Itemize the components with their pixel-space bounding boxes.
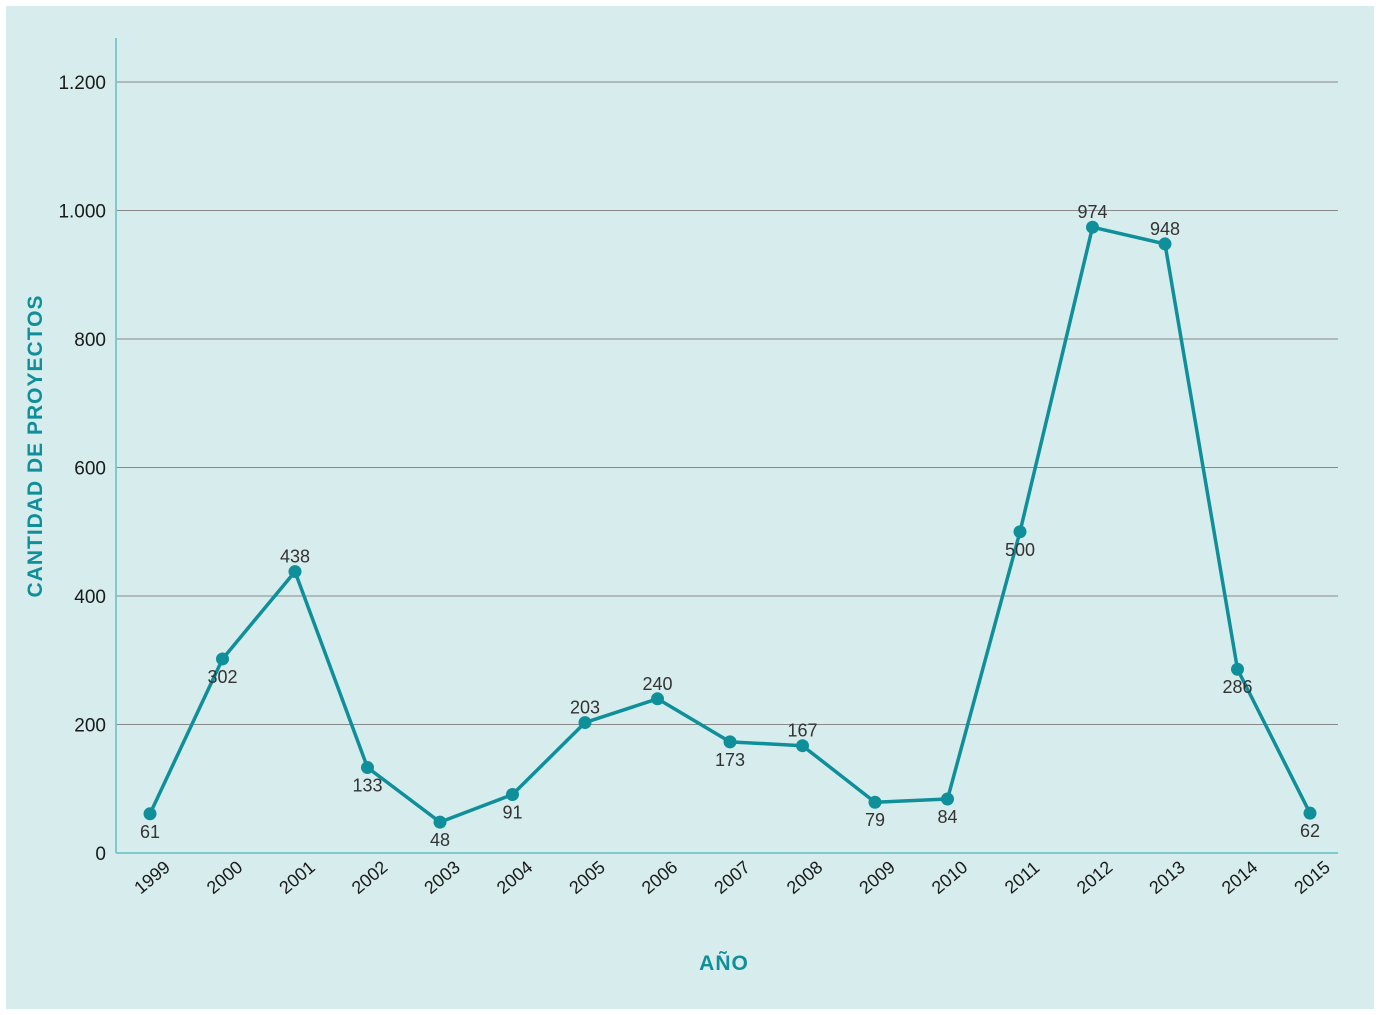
y-tick-label: 0 [95,844,106,865]
data-point [1158,237,1172,251]
data-point [216,652,229,666]
data-label: 203 [570,698,600,718]
x-tick-label: 2002 [348,857,392,898]
x-tick-label: 2006 [638,857,682,898]
data-point [1303,806,1317,820]
data-label: 84 [937,807,957,827]
data-point [433,815,447,829]
grid-lines [116,81,1338,725]
data-label: 61 [140,822,160,842]
x-tick-label: 2015 [1290,857,1334,898]
y-tick-label: 800 [74,330,106,351]
series-line [148,225,1312,824]
x-tick-label: 1999 [130,857,174,898]
x-tick-label: 2003 [420,857,464,898]
data-point [941,792,954,806]
data-point [361,761,374,775]
y-tick-label: 400 [74,587,106,608]
data-label: 286 [1222,677,1252,697]
y-tick-label: 200 [74,716,106,737]
data-label: 48 [430,830,450,850]
data-point [651,692,664,706]
data-label: 240 [642,674,672,694]
y-tick-label: 600 [74,459,106,480]
x-tick-label: 2014 [1218,857,1262,898]
data-point [796,739,809,753]
data-point [723,735,737,749]
data-label: 62 [1300,821,1320,841]
series-polyline [148,225,1312,824]
x-tick-label: 2010 [928,857,972,898]
data-label: 302 [207,667,237,687]
x-tick-label: 2007 [710,857,754,898]
x-tick-label: 2012 [1073,857,1117,898]
data-label: 438 [280,547,310,567]
data-point [1013,525,1027,539]
y-axis-title: CANTIDAD DE PROYECTOS [24,295,47,598]
y-tick-labels: 0 200 400 600 800 1.000 1.200 [58,73,106,865]
data-label: 500 [1005,540,1035,560]
data-point [868,795,882,809]
x-tick-label: 2004 [493,857,537,898]
x-axis-title: AÑO [699,952,749,975]
x-tick-label: 2013 [1145,857,1189,898]
axes [115,38,1338,854]
x-tick-label: 2001 [275,857,319,898]
chart-panel [6,6,1374,1009]
data-label: 79 [865,810,885,830]
data-point [578,716,592,730]
data-point [1086,220,1099,234]
x-tick-label: 2011 [1001,857,1044,897]
data-point [1231,662,1244,676]
x-tick-label: 2008 [783,857,827,898]
x-tick-label: 2009 [855,857,899,898]
data-point [506,788,519,802]
data-label: 173 [715,750,745,770]
data-label: 91 [502,803,522,823]
x-tick-labels: 1999 2000 2001 2002 2003 2004 2005 2006 2007 2008… [130,857,1334,898]
y-tick-label: 1.200 [58,73,106,94]
data-label: 133 [352,776,382,796]
data-point [143,807,157,821]
data-label: 974 [1077,202,1107,222]
data-point [288,565,302,579]
data-labels: 61 302 438 133 48 91 203 240 173 167 79 84 500 974 948… [140,202,1320,850]
data-label: 948 [1150,219,1180,239]
data-label: 167 [787,721,817,741]
y-tick-label: 1.000 [58,202,106,223]
data-points [143,220,1317,829]
x-tick-label: 2000 [203,857,247,898]
x-tick-label: 2005 [565,857,609,898]
